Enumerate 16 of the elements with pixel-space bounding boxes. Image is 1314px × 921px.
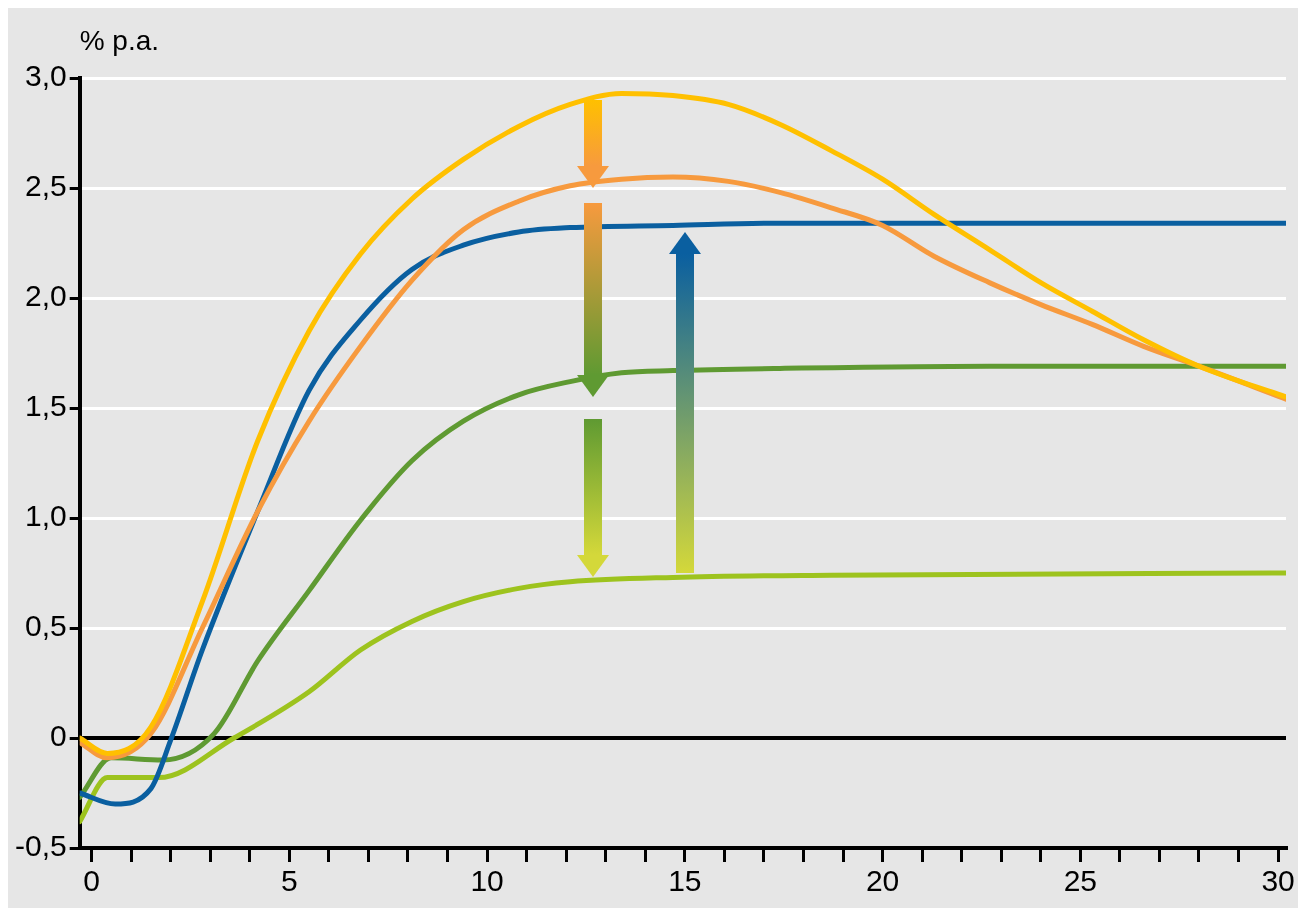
y-tick-label: 0,5 [24,609,67,643]
x-tick-label: 5 [280,864,298,898]
y-tick-label: 1,0 [24,499,67,533]
x-tick-label: 15 [668,864,702,898]
y-tick-label: 1,5 [24,389,67,423]
y-axis-title: % p.a. [79,24,160,56]
x-tick-label: 20 [865,864,900,898]
y-tick-label: 2,0 [24,279,67,313]
x-tick-label: 30 [1261,864,1295,898]
y-tick-label: 3,0 [24,59,67,93]
y-tick-label: -0,5 [14,829,67,863]
x-tick-label: 0 [83,864,100,898]
x-tick-label: 25 [1063,864,1098,898]
y-tick-label: 2,5 [24,169,67,203]
y-tick-label: 0 [50,719,67,753]
x-tick-label: 10 [470,864,504,898]
